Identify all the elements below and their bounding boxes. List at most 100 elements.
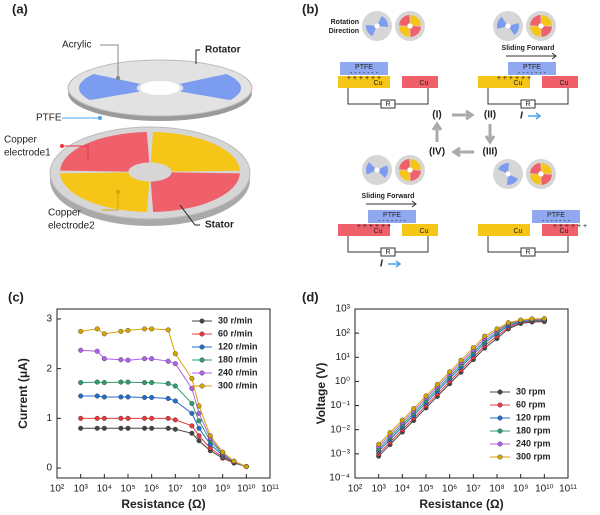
resistor-label: R xyxy=(525,249,530,256)
data-point xyxy=(165,358,171,364)
current-label: I xyxy=(380,259,383,270)
legend-label: 120 r/min xyxy=(218,341,258,351)
legend-marker xyxy=(497,389,503,395)
data-point xyxy=(470,345,476,351)
state-label: (III) xyxy=(483,147,498,158)
electrode xyxy=(542,76,578,88)
data-point xyxy=(196,418,202,424)
data-point xyxy=(387,430,393,436)
disc-hub xyxy=(407,23,413,29)
disc-hub xyxy=(407,167,413,173)
ptfe-label: PTFE xyxy=(547,212,565,219)
data-point xyxy=(172,351,178,357)
data-point xyxy=(78,425,84,431)
current-arrow xyxy=(528,112,542,120)
leader-line xyxy=(102,192,119,211)
x-tick-label: 10⁹ xyxy=(215,484,230,495)
data-point xyxy=(142,425,148,431)
leader-line xyxy=(62,145,89,160)
electrode-sector xyxy=(541,15,552,26)
x-tick-label: 10⁴ xyxy=(395,484,410,495)
legend-label: 30 r/min xyxy=(218,315,253,325)
electrode-sector xyxy=(179,74,241,101)
data-point xyxy=(78,415,84,421)
label: Stator xyxy=(205,220,234,231)
electrode xyxy=(402,76,438,88)
data-point xyxy=(196,425,202,431)
data-point xyxy=(118,357,124,363)
data-point xyxy=(172,417,178,423)
legend-label: 60 rpm xyxy=(516,399,546,409)
rotation-label: Direction xyxy=(329,28,359,35)
electrode-sector xyxy=(530,15,541,26)
data-point xyxy=(411,406,417,412)
rotator-hole xyxy=(140,81,180,95)
electrode-sector xyxy=(378,16,388,27)
stator-plate xyxy=(49,126,251,220)
x-axis-title: Resistance (Ω) xyxy=(121,497,205,511)
resistor xyxy=(380,99,396,109)
leader-dot xyxy=(116,190,120,194)
data-point xyxy=(142,356,148,362)
legend-marker xyxy=(497,441,503,447)
data-point xyxy=(78,393,84,399)
leader-dot xyxy=(116,76,120,80)
electrode-sector xyxy=(507,175,518,185)
data-point xyxy=(142,415,148,421)
resistor-label: R xyxy=(385,249,390,256)
state-label: (IV) xyxy=(429,147,445,158)
state-label: (II) xyxy=(484,110,496,121)
resistor xyxy=(520,247,536,257)
ptfe-label: PTFE xyxy=(355,64,373,71)
ptfe xyxy=(340,62,388,75)
x-tick-label: 10¹⁰ xyxy=(535,484,553,495)
cycle-arrow xyxy=(452,109,475,121)
data-point xyxy=(505,320,511,326)
disc-hub xyxy=(538,23,544,29)
charge: + + + + + + xyxy=(357,223,391,230)
legend-marker xyxy=(497,415,503,421)
ptfe-label: PTFE xyxy=(523,64,541,71)
x-tick-label: 10² xyxy=(348,484,363,495)
panel-label: (b) xyxy=(302,1,319,16)
electrode xyxy=(478,224,530,236)
data-point xyxy=(101,356,107,362)
charge: + + + + + + xyxy=(497,75,531,82)
resistor-label: R xyxy=(385,101,390,108)
disc-hub xyxy=(374,23,380,29)
electrode-sector xyxy=(509,23,519,36)
data-point xyxy=(149,415,155,421)
data-point xyxy=(172,398,178,404)
legend-marker xyxy=(199,357,205,363)
data-point xyxy=(482,333,488,339)
current-arrow xyxy=(388,260,402,268)
electrode-sector xyxy=(78,74,141,101)
electrode-sector xyxy=(399,170,410,181)
data-point xyxy=(94,415,100,421)
leader-dot xyxy=(98,116,102,120)
legend-label: 180 r/min xyxy=(218,354,258,364)
electrode-label: Cu xyxy=(514,228,523,235)
electrode-sector xyxy=(497,16,507,29)
legend-marker xyxy=(199,370,205,376)
x-tick-label: 10⁴ xyxy=(97,484,112,495)
electrode-sector xyxy=(410,159,421,170)
data-point xyxy=(125,415,131,421)
electrode xyxy=(478,76,530,88)
data-point xyxy=(125,394,131,400)
data-point xyxy=(78,328,84,334)
electrode-sector xyxy=(60,132,150,172)
x-tick-label: 10¹¹ xyxy=(559,484,577,495)
data-point xyxy=(172,361,178,367)
data-point xyxy=(189,400,195,406)
y-tick-label: 2 xyxy=(46,363,52,374)
resistor xyxy=(520,99,536,109)
electrode-label: Cu xyxy=(560,228,569,235)
label: Copper xyxy=(48,208,81,219)
electrode xyxy=(402,224,438,236)
electrode-label: Cu xyxy=(560,80,569,87)
cycle-arrow xyxy=(451,146,474,158)
electrode-sector xyxy=(541,26,552,37)
x-tick-label: 10² xyxy=(50,484,65,495)
